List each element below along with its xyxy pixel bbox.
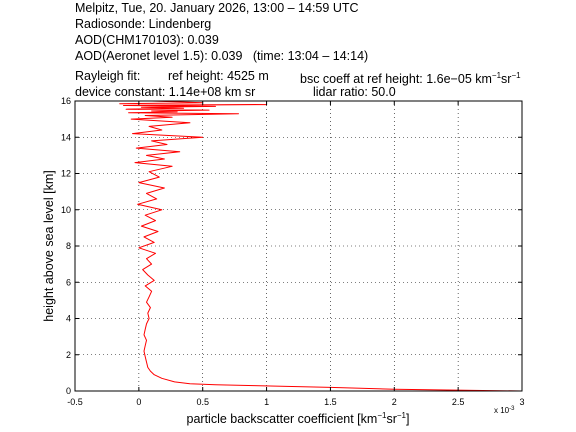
header-line-5: Rayleigh fit: ref height: 4525 m bsc coeff… [75, 69, 521, 86]
y-tick-label: 16 [61, 96, 71, 106]
x-axis-label-exp1: −1 [377, 411, 387, 420]
rayleigh-label: Rayleigh fit: [75, 69, 141, 83]
x-tick-label: 3 [519, 397, 524, 407]
x-axis-multiplier-base: x 10 [494, 406, 510, 415]
device-constant: device constant: 1.14e+08 km sr [75, 85, 256, 99]
y-tick-label: 0 [66, 386, 71, 396]
grid [75, 101, 522, 391]
series-line [119, 100, 523, 392]
header-line-6: device constant: 1.14e+08 km sr lidar rat… [75, 85, 396, 99]
x-tick-label: 2.5 [452, 397, 465, 407]
bsc-coeff-mid: sr [501, 72, 512, 86]
bsc-coeff: bsc coeff at ref height: 1.6e−05 km−1sr−… [300, 69, 521, 86]
x-axis-label-end: ] [406, 412, 409, 426]
bsc-coeff-prefix: bsc coeff at ref height: 1.6e−05 km [300, 72, 492, 86]
x-tick-label: 1 [264, 397, 269, 407]
y-tick-label: 10 [61, 205, 71, 215]
plot-area [119, 100, 523, 392]
x-tick-label: -0.5 [67, 397, 83, 407]
x-axis-label-start: particle backscatter coefficient [km [187, 412, 378, 426]
ref-height: ref height: 4525 m [168, 69, 269, 83]
y-axis: 0 2 4 6 8 10 12 14 16 [61, 96, 522, 396]
lidar-ratio: lidar ratio: 50.0 [313, 85, 396, 99]
header-line-2: Radiosonde: Lindenberg [75, 17, 212, 31]
bsc-coeff-exp2: −1 [511, 71, 521, 80]
y-tick-label: 8 [66, 241, 71, 251]
y-tick-label: 4 [66, 314, 71, 324]
x-tick-label: 0.5 [196, 397, 209, 407]
x-axis-multiplier-power: -3 [509, 406, 515, 412]
x-axis-label-exp2: −1 [397, 411, 407, 420]
y-tick-label: 2 [66, 350, 71, 360]
header-line-4: AOD(Aeronet level 1.5): 0.039 (time: 13:… [75, 49, 369, 63]
bsc-coeff-exp1: −1 [491, 71, 502, 80]
x-axis-label-mid: sr [386, 412, 396, 426]
x-tick-label: 1.5 [324, 397, 337, 407]
header-line-3: AOD(CHM170103): 0.039 [75, 33, 219, 47]
x-axis: -0.5 0 0.5 1 1.5 2 2.5 3 [67, 101, 525, 407]
y-axis-label: height above sea level [km] [42, 170, 56, 321]
x-axis-multiplier: x 10-3 [494, 406, 515, 415]
y-tick-label: 6 [66, 277, 71, 287]
y-tick-label: 14 [61, 132, 71, 142]
x-tick-label: 0 [136, 397, 141, 407]
axes-box [74, 100, 523, 392]
x-axis-label: particle backscatter coefficient [km−1sr… [187, 411, 410, 426]
y-tick-label: 12 [61, 169, 71, 179]
header-line-1: Melpitz, Tue, 20. January 2026, 13:00 – … [75, 1, 359, 15]
x-tick-label: 2 [392, 397, 397, 407]
